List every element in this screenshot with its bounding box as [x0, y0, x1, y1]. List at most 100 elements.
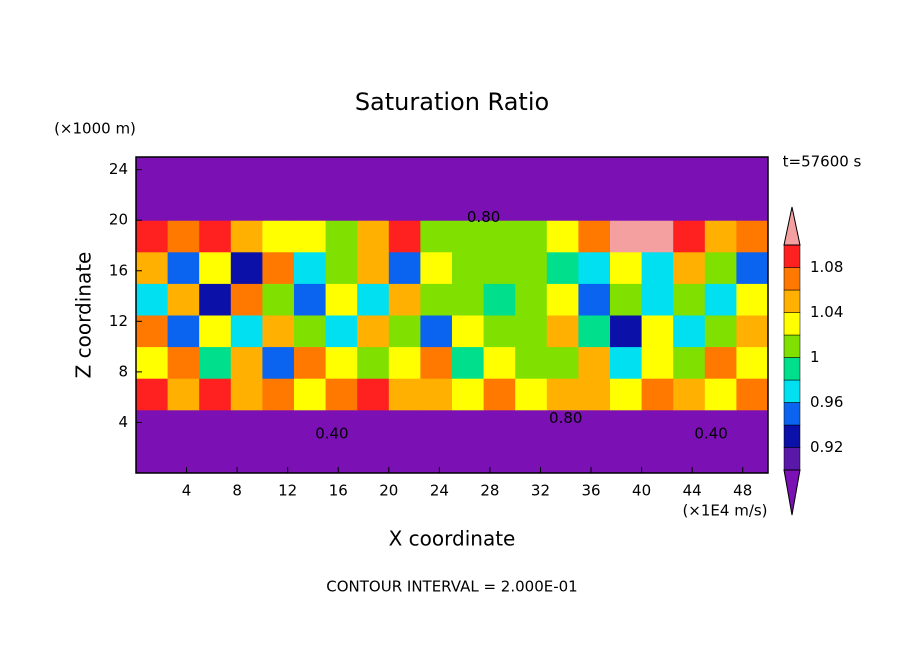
cell: [452, 378, 485, 411]
cell: [199, 188, 232, 221]
cell: [736, 157, 769, 190]
x-tick-label: 36: [581, 482, 600, 500]
cell: [610, 409, 643, 442]
cell: [388, 378, 421, 411]
cell: [452, 409, 485, 442]
cell: [673, 346, 706, 379]
cell: [704, 220, 737, 253]
cell: [357, 157, 390, 190]
x-tick-label: 32: [531, 482, 550, 500]
cell: [230, 409, 263, 442]
cell: [546, 251, 579, 284]
cell: [199, 378, 232, 411]
cell: [515, 251, 548, 284]
cell: [546, 157, 579, 190]
cell: [199, 409, 232, 442]
cell: [736, 346, 769, 379]
cell: [578, 346, 611, 379]
cell: [420, 315, 453, 348]
cell: [262, 220, 295, 253]
cell: [230, 188, 263, 221]
cell: [199, 220, 232, 253]
cell: [641, 220, 674, 253]
x-tick-label: 4: [182, 482, 192, 500]
cell: [515, 441, 548, 474]
cell: [136, 283, 169, 316]
cell: [325, 346, 358, 379]
cell: [136, 409, 169, 442]
cell: [167, 441, 200, 474]
cell: [230, 346, 263, 379]
cell: [483, 157, 516, 190]
cell: [452, 220, 485, 253]
cell: [641, 409, 674, 442]
cell: [578, 220, 611, 253]
cell: [199, 283, 232, 316]
cell: [546, 220, 579, 253]
cell: [294, 251, 327, 284]
cell: [515, 220, 548, 253]
cell: [673, 441, 706, 474]
cell: [704, 441, 737, 474]
cell: [515, 346, 548, 379]
y-tick-label: 8: [118, 362, 128, 380]
cell: [357, 220, 390, 253]
cell: [167, 188, 200, 221]
cell: [515, 409, 548, 442]
cell: [546, 378, 579, 411]
x-unit: (×1E4 m/s): [682, 502, 767, 520]
cell: [199, 346, 232, 379]
cell: [515, 157, 548, 190]
cell: [736, 409, 769, 442]
cell: [294, 283, 327, 316]
cell: [230, 251, 263, 284]
cell: [610, 157, 643, 190]
cell: [546, 409, 579, 442]
cell: [262, 378, 295, 411]
cell: [230, 283, 263, 316]
colorbar-label: 0.92: [810, 438, 843, 456]
cell: [673, 188, 706, 221]
cell: [610, 220, 643, 253]
cell: [420, 251, 453, 284]
cell: [294, 157, 327, 190]
cell: [673, 251, 706, 284]
cell: [262, 346, 295, 379]
colorbar-segment: [783, 402, 801, 426]
x-tick-label: 24: [430, 482, 449, 500]
cell: [578, 441, 611, 474]
cell: [673, 157, 706, 190]
cell: [610, 441, 643, 474]
cell: [704, 188, 737, 221]
plot-frame: [135, 156, 769, 474]
cell: [167, 346, 200, 379]
cell: [452, 315, 485, 348]
cell: [136, 157, 169, 190]
cell: [325, 157, 358, 190]
cell: [704, 346, 737, 379]
cell: [294, 409, 327, 442]
x-tick-label: 28: [480, 482, 499, 500]
y-axis-label: Z coordinate: [72, 252, 96, 379]
cell: [420, 283, 453, 316]
cell: [515, 188, 548, 221]
cell: [357, 315, 390, 348]
cell: [199, 157, 232, 190]
y-tick-label: 16: [109, 261, 128, 279]
colorbar-segment: [783, 334, 801, 358]
cell: [136, 251, 169, 284]
cell: [325, 220, 358, 253]
cell: [262, 251, 295, 284]
colorbar-segment: [783, 447, 801, 471]
cell: [736, 188, 769, 221]
cell: [641, 157, 674, 190]
cell: [546, 346, 579, 379]
cell: [136, 441, 169, 474]
cell: [262, 188, 295, 221]
x-tick-label: 40: [632, 482, 651, 500]
cell: [420, 157, 453, 190]
cell: [483, 315, 516, 348]
cell: [610, 315, 643, 348]
cell: [388, 188, 421, 221]
cell: [167, 378, 200, 411]
